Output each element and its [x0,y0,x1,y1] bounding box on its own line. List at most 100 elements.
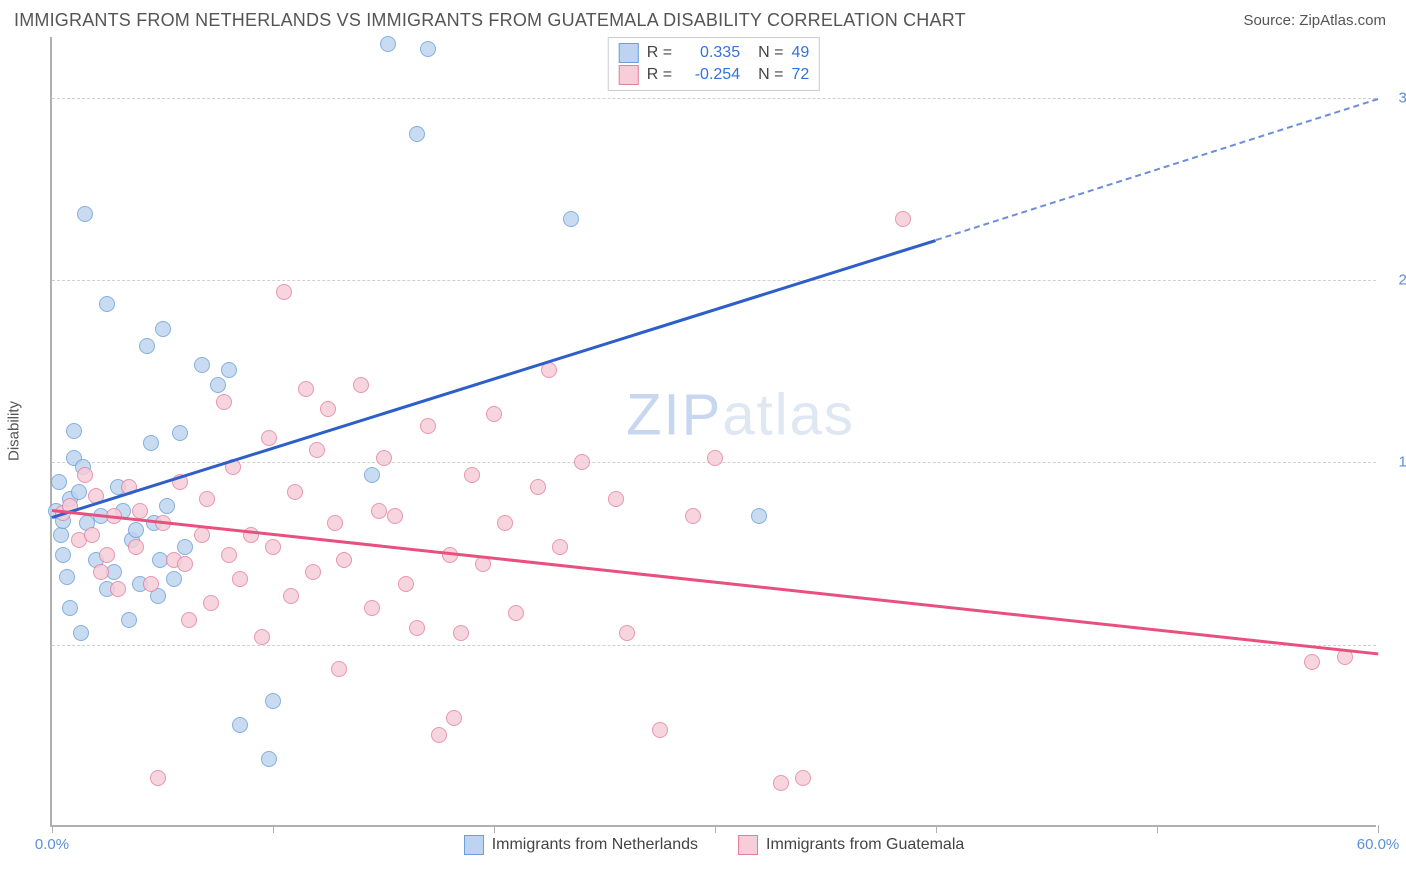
n-value: 49 [791,42,809,64]
watermark: ZIPatlas [626,382,855,449]
x-tick [1378,825,1379,833]
chart-plot-area: Disability ZIPatlas R =0.335N =49R =-0.2… [50,37,1376,827]
data-point [221,362,237,378]
x-tick [715,825,716,833]
data-point [409,620,425,636]
data-point [685,508,701,524]
data-point [77,467,93,483]
data-point [353,377,369,393]
data-point [203,595,219,611]
data-point [51,474,67,490]
x-tick [1157,825,1158,833]
legend-series-label: Immigrants from Guatemala [766,836,964,854]
y-tick-label: 15.0% [1381,454,1406,471]
data-point [707,450,723,466]
data-point [497,515,513,531]
chart-title: IMMIGRANTS FROM NETHERLANDS VS IMMIGRANT… [14,10,966,31]
data-point [283,588,299,604]
data-point [216,394,232,410]
gridline [52,645,1376,646]
legend-stat-row: R = 0.335 N = 49 [619,42,809,64]
data-point [453,625,469,641]
data-point [320,401,336,417]
data-point [795,770,811,786]
data-point [143,576,159,592]
data-point [287,484,303,500]
data-point [172,425,188,441]
data-point [305,564,321,580]
data-point [181,612,197,628]
x-min-label: 0.0% [35,836,69,853]
data-point [128,539,144,555]
data-point [84,527,100,543]
data-point [194,357,210,373]
x-tick [52,825,53,833]
data-point [132,503,148,519]
data-point [431,727,447,743]
data-point [232,717,248,733]
data-point [420,418,436,434]
x-tick [936,825,937,833]
data-point [298,381,314,397]
data-point [77,206,93,222]
data-point [155,321,171,337]
data-point [552,539,568,555]
data-point [55,547,71,563]
r-label: R = [647,64,672,86]
data-point [261,430,277,446]
r-value: -0.254 [680,64,740,86]
data-point [336,552,352,568]
trend-line [936,98,1379,241]
legend-swatch [619,65,639,85]
data-point [398,576,414,592]
r-value: 0.335 [680,42,740,64]
data-point [619,625,635,641]
data-point [71,484,87,500]
x-tick [273,825,274,833]
data-point [59,569,75,585]
data-point [265,693,281,709]
data-point [380,36,396,52]
data-point [73,625,89,641]
legend-swatch [619,43,639,63]
y-tick-label: 7.5% [1381,636,1406,653]
data-point [166,571,182,587]
data-point [1304,654,1320,670]
data-point [364,467,380,483]
data-point [210,377,226,393]
legend-series-item: Immigrants from Guatemala [738,835,964,855]
data-point [563,211,579,227]
y-tick-label: 30.0% [1381,89,1406,106]
n-value: 72 [791,64,809,86]
data-point [574,454,590,470]
data-point [121,612,137,628]
data-point [99,296,115,312]
data-point [371,503,387,519]
gridline [52,280,1376,281]
data-point [232,571,248,587]
n-label: N = [758,64,783,86]
data-point [464,467,480,483]
data-point [276,284,292,300]
data-point [194,527,210,543]
data-point [261,751,277,767]
data-point [93,564,109,580]
data-point [751,508,767,524]
y-axis-label: Disability [6,401,23,461]
data-point [364,600,380,616]
data-point [773,775,789,791]
data-point [387,508,403,524]
data-point [331,661,347,677]
data-point [53,527,69,543]
data-point [409,126,425,142]
data-point [309,442,325,458]
y-tick-label: 22.5% [1381,272,1406,289]
series-legend: Immigrants from Netherlands Immigrants fr… [52,835,1376,855]
legend-series-label: Immigrants from Netherlands [492,836,698,854]
data-point [608,491,624,507]
data-point [150,770,166,786]
n-label: N = [758,42,783,64]
r-label: R = [647,42,672,64]
data-point [254,629,270,645]
source-label: Source: ZipAtlas.com [1243,12,1386,29]
